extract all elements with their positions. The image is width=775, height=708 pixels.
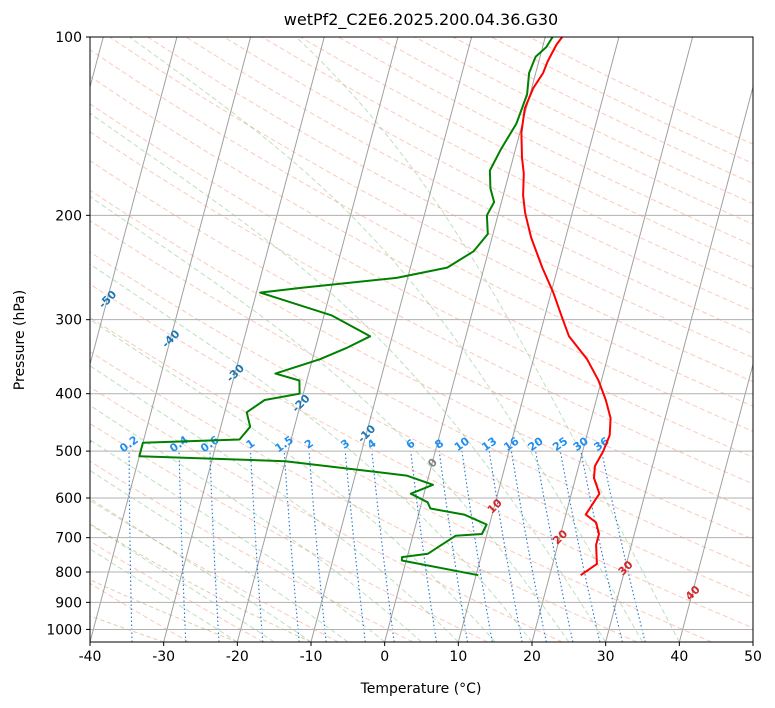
dry-adiabat-line bbox=[90, 386, 563, 642]
x-tick-label: 30 bbox=[597, 649, 615, 665]
y-tick-label: 700 bbox=[55, 531, 82, 547]
x-tick-label: -30 bbox=[152, 649, 175, 665]
y-tick-label: 400 bbox=[55, 387, 82, 403]
mixing-ratio-line bbox=[559, 450, 601, 642]
x-tick-label: -10 bbox=[300, 649, 323, 665]
y-tick-label: 500 bbox=[55, 444, 82, 460]
moist-adiabat-line bbox=[295, 37, 680, 642]
x-tick-label: 50 bbox=[744, 649, 762, 665]
x-axis-ticks: -40 -30 -20 -10 0 10 20 30 40 50 bbox=[79, 642, 762, 665]
profile-line bbox=[138, 37, 554, 577]
mixing-ratio-line bbox=[580, 450, 623, 642]
x-tick-label: -40 bbox=[79, 649, 102, 665]
y-tick-label: 900 bbox=[55, 595, 82, 611]
moist-adiabat-line bbox=[90, 404, 422, 642]
y-axis-label: Pressure (hPa) bbox=[12, 290, 28, 390]
moist-adiabat-line bbox=[90, 318, 496, 642]
y-tick-label: 200 bbox=[55, 208, 82, 224]
mixing-ratio-line bbox=[510, 451, 547, 642]
dry-adiabat-line bbox=[90, 351, 638, 642]
y-tick-label: 300 bbox=[55, 313, 82, 329]
moist-adiabat-line bbox=[90, 196, 570, 642]
mixing-ratio-line bbox=[344, 451, 366, 642]
y-tick-label: 1000 bbox=[46, 622, 82, 638]
dry-adiabat-line bbox=[90, 283, 753, 629]
isotherm-line bbox=[163, 37, 325, 642]
mixing-ratio-line bbox=[371, 451, 395, 642]
dry-adiabat-line bbox=[90, 75, 753, 432]
x-tick-label: 40 bbox=[670, 649, 688, 665]
isotherm-line bbox=[236, 37, 399, 642]
moist-adiabat-line bbox=[90, 112, 607, 642]
mixing-ratio-label: 0.1 bbox=[70, 433, 93, 455]
isobar-gridlines bbox=[90, 37, 753, 630]
mixing-ratio-line bbox=[410, 451, 437, 642]
dry-adiabat-line bbox=[90, 422, 488, 642]
profile-line bbox=[520, 37, 612, 577]
dry-adiabat-line bbox=[90, 131, 753, 485]
isotherm-line bbox=[90, 37, 252, 642]
mixing-ratio-line bbox=[535, 451, 574, 642]
isotherm-line bbox=[678, 362, 753, 642]
y-tick-label: 100 bbox=[55, 30, 82, 46]
chart-title: wetPf2_C2E6.2025.200.04.36.G30 bbox=[284, 10, 558, 30]
dry-adiabat-line bbox=[90, 499, 339, 642]
profile-series bbox=[138, 37, 612, 577]
isotherm-line bbox=[90, 37, 178, 367]
y-tick-label: 600 bbox=[55, 491, 82, 507]
x-tick-label: 20 bbox=[523, 649, 541, 665]
isotherm-line bbox=[457, 37, 620, 642]
moist-adiabat-line bbox=[129, 37, 643, 642]
dry-adiabat-line bbox=[90, 103, 753, 458]
dry-adiabat-line bbox=[90, 251, 753, 599]
moist-adiabat-line bbox=[90, 263, 533, 642]
x-tick-label: 0 bbox=[380, 649, 389, 665]
mixing-ratio-line bbox=[308, 451, 327, 642]
moist-adiabat-line bbox=[90, 469, 349, 642]
isotherm-line bbox=[605, 85, 753, 642]
dry-adiabat-line bbox=[90, 316, 712, 642]
isotherm-line bbox=[531, 37, 694, 642]
x-axis-label: Temperature (°C) bbox=[360, 681, 482, 697]
plot-frame bbox=[89, 36, 754, 643]
x-tick-label: 10 bbox=[449, 649, 467, 665]
mixing-ratio-line bbox=[601, 450, 646, 642]
dry-adiabat-line bbox=[90, 49, 753, 407]
dry-adiabat-line bbox=[90, 582, 190, 642]
moist-adiabat-line bbox=[90, 439, 386, 642]
x-tick-label: -20 bbox=[226, 649, 249, 665]
dry-adiabat-line bbox=[90, 160, 753, 512]
y-tick-label: 800 bbox=[55, 565, 82, 581]
isotherm-line bbox=[384, 37, 546, 642]
dry-adiabat-line bbox=[90, 189, 753, 540]
background-lines bbox=[90, 37, 753, 642]
isotherm-line bbox=[310, 37, 473, 642]
y-axis-ticks: 100 200 300 400 500 600 700 800 900 1000 bbox=[46, 30, 90, 638]
mixing-ratio-line bbox=[283, 451, 300, 642]
dry-adiabat-line bbox=[261, 37, 753, 290]
moist-adiabat-line bbox=[90, 365, 459, 642]
mixing-ratio-line bbox=[438, 451, 469, 642]
